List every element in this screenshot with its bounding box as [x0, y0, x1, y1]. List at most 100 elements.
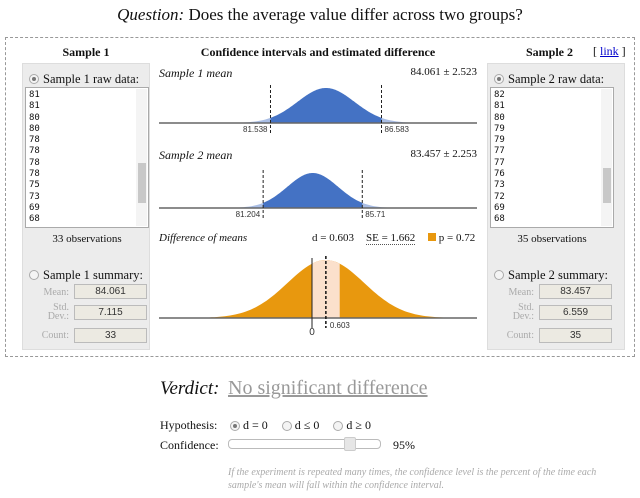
- link[interactable]: link: [600, 44, 619, 58]
- scroll-thumb[interactable]: [603, 168, 611, 203]
- count-label: Count:: [41, 330, 69, 341]
- sample2-raw-radio[interactable]: [494, 74, 504, 85]
- sample2-sd-field[interactable]: 6.559: [539, 305, 612, 320]
- sample2-count-field[interactable]: 35: [539, 328, 612, 343]
- diff-se[interactable]: SE = 1.662: [366, 232, 416, 245]
- sample2-raw-label: Sample 2 raw data:: [508, 72, 605, 86]
- raw-value: 77: [494, 146, 505, 157]
- middle-title: Confidence intervals and estimated diffe…: [200, 45, 436, 59]
- mean2-value: 83.457 ± 2.253: [410, 148, 477, 160]
- sample2-summary-label: Sample 2 summary:: [508, 268, 608, 282]
- confidence-value: 95%: [393, 438, 415, 452]
- sample2-summary-option[interactable]: Sample 2 summary:: [494, 266, 608, 284]
- zero-label: 0: [309, 327, 315, 338]
- question-text: Does the average value differ across two…: [188, 5, 523, 24]
- mean1-upper-label: 86.583: [385, 125, 410, 134]
- sample1-values: 81 81 80 80 78 78 78 78 75 73 69 68: [29, 90, 145, 226]
- sample1-count-field[interactable]: 33: [74, 328, 147, 343]
- hypothesis-option[interactable]: d ≥ 0: [333, 418, 371, 433]
- hypothesis-option[interactable]: d = 0: [230, 418, 268, 433]
- hypothesis-option[interactable]: d ≤ 0: [281, 418, 320, 433]
- bracket: ]: [621, 44, 626, 58]
- question-heading: Question: Does the average value differ …: [0, 5, 640, 25]
- hypothesis-option-label: d ≤ 0: [294, 418, 320, 432]
- sd-label: Std. Dev.:: [47, 302, 69, 322]
- raw-value: 72: [494, 191, 505, 202]
- diff-d: d = 0.603: [312, 232, 354, 244]
- raw-value: 69: [29, 202, 40, 213]
- sample2-raw-textarea[interactable]: 82 81 80 79 79 77 77 76 73 72 69 68: [490, 87, 614, 228]
- confidence-label: Confidence:: [160, 438, 219, 452]
- raw-value: 81: [29, 90, 40, 100]
- sample2-scrollbar[interactable]: [601, 89, 612, 226]
- mean2-label: Sample 2 mean: [159, 148, 233, 162]
- raw-value: 76: [494, 169, 505, 180]
- raw-value: 68: [29, 214, 40, 225]
- sd-label: Std. Dev.:: [512, 302, 534, 322]
- mean2-ci-area: [263, 173, 363, 208]
- hypothesis-option-label: d = 0: [243, 418, 268, 432]
- p-swatch: [428, 233, 436, 241]
- sample2-observations: 35 observations: [517, 233, 587, 245]
- sample1-scrollbar[interactable]: [136, 89, 147, 226]
- mean1-lower-label: 81.538: [243, 125, 268, 134]
- confidence-slider[interactable]: [228, 437, 381, 451]
- raw-value: 77: [494, 157, 505, 168]
- main-frame: [5, 37, 635, 357]
- hypothesis-options: d = 0 d ≤ 0 d ≥ 0: [230, 418, 371, 433]
- sample1-raw-option[interactable]: Sample 1 raw data:: [29, 70, 139, 88]
- raw-value: 79: [494, 123, 505, 134]
- raw-value: 78: [29, 169, 40, 180]
- sample2-summary-radio[interactable]: [494, 270, 504, 281]
- hypothesis-radio[interactable]: [281, 421, 292, 432]
- raw-value: 81: [29, 101, 40, 112]
- ci-chart: 81.538 86.583 81.204 85.71 0 0.603: [158, 85, 486, 338]
- sample2-panel: Sample 2 raw data: 82 81 80 79 79 77 77 76 73 72 6…: [487, 63, 625, 350]
- raw-value: 80: [29, 112, 40, 123]
- sample1-raw-textarea[interactable]: 81 81 80 80 78 78 78 78 75 73 69 68: [25, 87, 149, 228]
- sample2-mean-field[interactable]: 83.457: [539, 284, 612, 299]
- verdict-label: Verdict:: [160, 378, 220, 399]
- slider-handle[interactable]: [343, 437, 356, 451]
- sample1-summary-option[interactable]: Sample 1 summary:: [29, 266, 143, 284]
- question-label: Question:: [117, 5, 185, 24]
- sample1-raw-label: Sample 1 raw data:: [43, 72, 140, 86]
- hypothesis-radio[interactable]: [230, 421, 240, 432]
- raw-value: 68: [494, 214, 505, 225]
- mean2-lower-label: 81.204: [236, 210, 261, 219]
- sample2-raw-option[interactable]: Sample 2 raw data:: [494, 70, 604, 88]
- mean1-label: Sample 1 mean: [159, 66, 233, 80]
- raw-value: 78: [29, 146, 40, 157]
- confidence-note: If the experiment is repeated many times…: [228, 467, 597, 491]
- mean1-ci-area: [270, 88, 382, 123]
- mean2-upper-label: 85.71: [365, 210, 386, 219]
- raw-value: 73: [29, 191, 40, 202]
- scroll-thumb[interactable]: [138, 163, 146, 203]
- raw-value: 78: [29, 135, 40, 146]
- d-tick-label: 0.603: [330, 321, 351, 330]
- raw-value: 69: [494, 202, 505, 213]
- count-label: Count:: [506, 330, 534, 341]
- diff-label: Difference of means: [159, 232, 248, 244]
- raw-value: 80: [29, 123, 40, 134]
- hypothesis-option-label: d ≥ 0: [346, 418, 371, 432]
- raw-value: 73: [494, 180, 505, 191]
- sample1-raw-radio[interactable]: [29, 74, 39, 85]
- p-value: p = 0.72: [438, 232, 476, 244]
- hypothesis-label: Hypothesis:: [160, 418, 218, 432]
- p-legend: p = 0.72: [428, 232, 475, 244]
- sample1-summary-label: Sample 1 summary:: [43, 268, 143, 282]
- verdict-text[interactable]: No significant difference: [228, 377, 428, 399]
- sample1-sd-field[interactable]: 7.115: [74, 305, 147, 320]
- sample1-mean-field[interactable]: 84.061: [74, 284, 147, 299]
- sample1-title: Sample 1: [62, 45, 110, 59]
- sample1-panel: Sample 1 raw data: 81 81 80 80 78 78 78 78 75 73 6…: [22, 63, 150, 350]
- hypothesis-radio[interactable]: [333, 421, 344, 432]
- sample1-summary-radio[interactable]: [29, 270, 39, 281]
- raw-value: 78: [29, 157, 40, 168]
- mean1-value: 84.061 ± 2.523: [410, 66, 477, 78]
- sample2-values: 82 81 80 79 79 77 77 76 73 72 69 68: [494, 90, 610, 226]
- mean-label: Mean:: [43, 287, 69, 298]
- raw-value: 75: [29, 180, 40, 191]
- raw-value: 80: [494, 112, 505, 123]
